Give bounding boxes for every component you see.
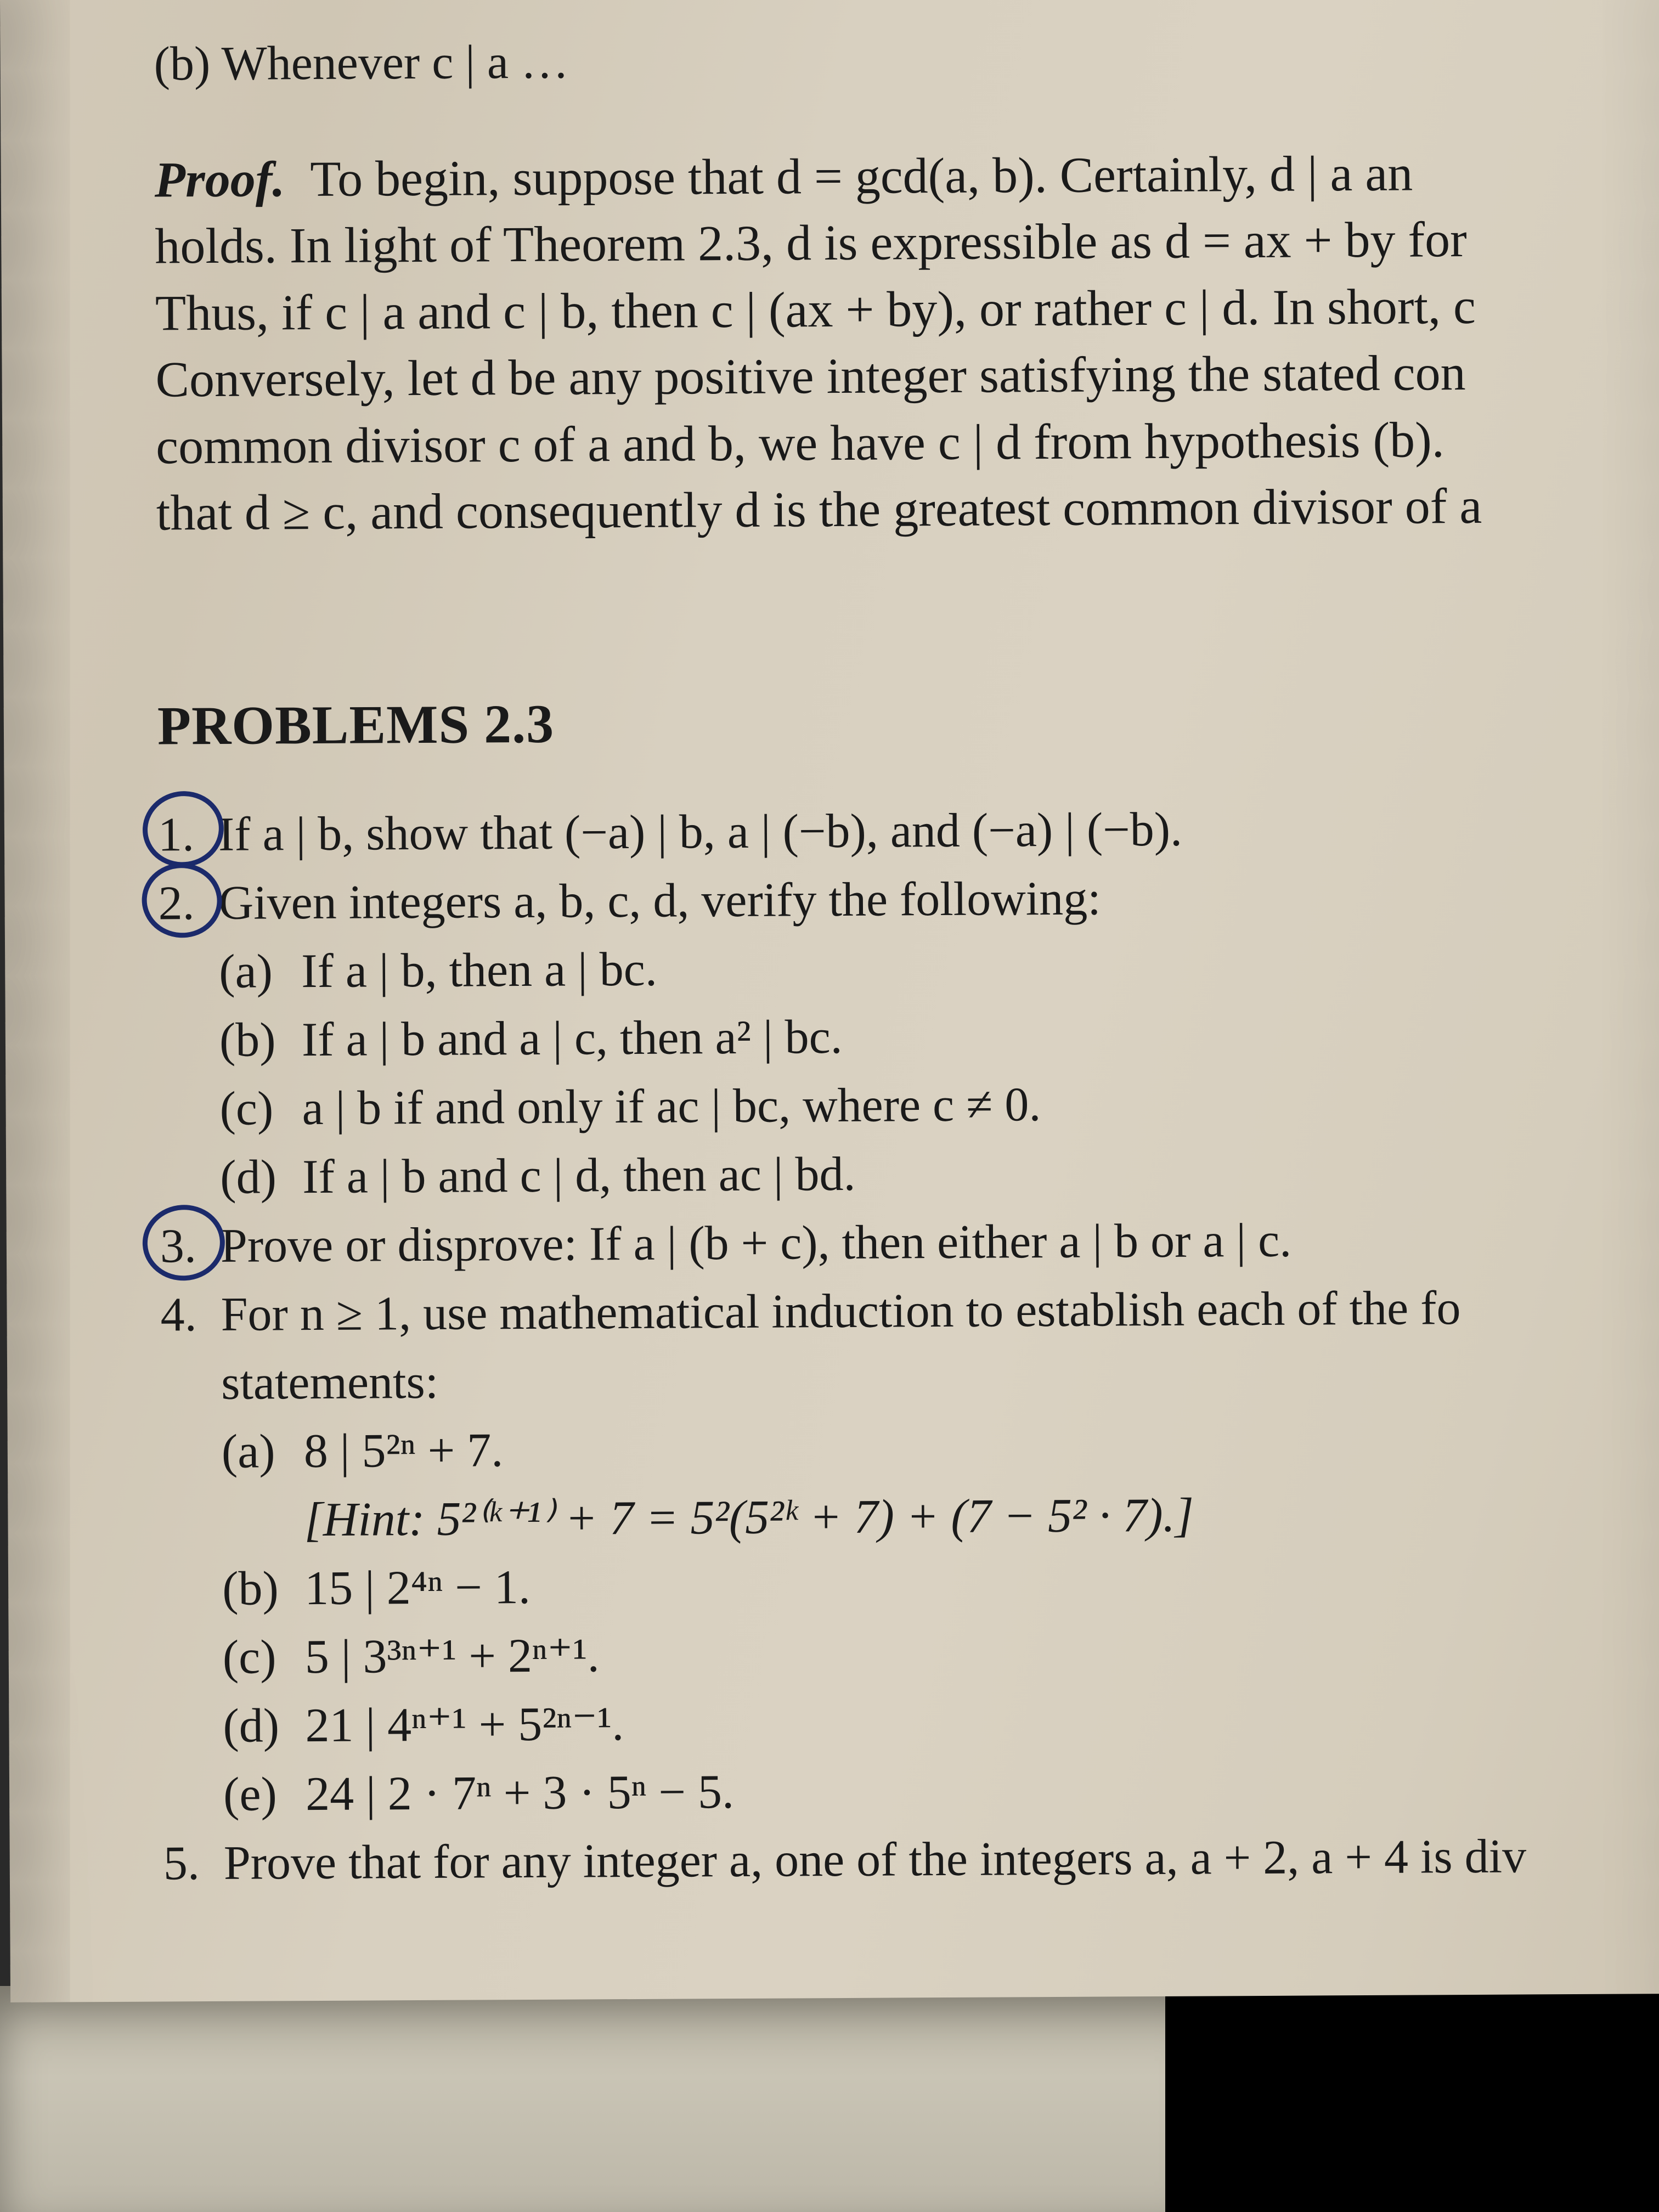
problem-5-number: 5. bbox=[163, 1837, 200, 1890]
table-surface bbox=[0, 1986, 1207, 2212]
problem-4a: (a)8 | 5²ⁿ + 7. bbox=[161, 1410, 1659, 1487]
proof-paragraph: Proof. To begin, suppose that d = gcd(a,… bbox=[154, 139, 1659, 546]
problems-list: 1. If a | b, show that (−a) | b, a | (−b… bbox=[158, 794, 1659, 1899]
problem-4a-hint-text: [Hint: 5²⁽ᵏ⁺¹⁾ + 7 = 5²(5²ᵏ + 7) + (7 − … bbox=[304, 1479, 1659, 1555]
problem-5: 5. Prove that for any integer a, one of … bbox=[163, 1822, 1659, 1898]
problem-4a-label: (a) bbox=[222, 1418, 304, 1487]
problem-2c: (c)a | b if and only if ac | bc, where c… bbox=[159, 1068, 1659, 1144]
problem-4d-text: 21 | 4ⁿ⁺¹ + 5²ⁿ⁻¹. bbox=[305, 1697, 624, 1752]
problem-3-number: 3. bbox=[160, 1220, 197, 1273]
problem-2a-text: If a | b, then a | bc. bbox=[301, 943, 657, 998]
problem-4e-text: 24 | 2 · 7ⁿ + 3 · 5ⁿ − 5. bbox=[306, 1765, 734, 1821]
problem-2-number: 2. bbox=[158, 877, 195, 930]
problem-4b: (b)15 | 2⁴ⁿ − 1. bbox=[162, 1548, 1659, 1624]
problem-2d-label: (d) bbox=[220, 1143, 303, 1212]
problem-4d: (d)21 | 4ⁿ⁺¹ + 5²ⁿ⁻¹. bbox=[162, 1685, 1659, 1761]
cutoff-line-top: (b) Whenever c | a … bbox=[154, 0, 1659, 97]
problem-3: 3. Prove or disprove: If a | (b + c), th… bbox=[160, 1205, 1659, 1281]
problem-2: 2. Given integers a, b, c, d, verify the… bbox=[158, 862, 1659, 939]
proof-line-2: holds. In light of Theorem 2.3, d is exp… bbox=[155, 205, 1659, 280]
problem-3-text: Prove or disprove: If a | (b + c), then … bbox=[221, 1205, 1659, 1281]
problem-4-cont: statements: bbox=[161, 1342, 1659, 1418]
problem-2b: (b)If a | b and a | c, then a² | bc. bbox=[159, 999, 1659, 1075]
problem-4b-text: 15 | 2⁴ⁿ − 1. bbox=[304, 1561, 531, 1615]
problem-2a: (a)If a | b, then a | bc. bbox=[159, 930, 1659, 1007]
problem-2d: (d)If a | b and c | d, then ac | bd. bbox=[160, 1136, 1659, 1212]
problem-4e: (e)24 | 2 · 7ⁿ + 3 · 5ⁿ − 5. bbox=[163, 1753, 1659, 1830]
proof-label: Proof. bbox=[154, 151, 285, 207]
textbook-page: (b) Whenever c | a … Proof. To begin, su… bbox=[0, 0, 1659, 2002]
problem-4a-text: 8 | 5²ⁿ + 7. bbox=[304, 1424, 504, 1478]
problem-1: 1. If a | b, show that (−a) | b, a | (−b… bbox=[158, 794, 1659, 870]
proof-line-4: Conversely, let d be any positive intege… bbox=[155, 338, 1659, 413]
problem-2-text: Given integers a, b, c, d, verify the fo… bbox=[218, 862, 1659, 939]
problem-4e-label: (e) bbox=[223, 1760, 306, 1830]
section-title: PROBLEMS 2.3 bbox=[157, 681, 1659, 763]
problem-2a-label: (a) bbox=[219, 938, 302, 1007]
problem-4d-label: (d) bbox=[223, 1692, 306, 1761]
problem-2c-label: (c) bbox=[219, 1075, 302, 1144]
problem-4-number: 4. bbox=[160, 1288, 197, 1341]
problem-2b-text: If a | b and a | c, then a² | bc. bbox=[302, 1011, 843, 1066]
problem-4c-text: 5 | 3³ⁿ⁺¹ + 2ⁿ⁺¹. bbox=[305, 1629, 600, 1684]
problem-4c: (c)5 | 3³ⁿ⁺¹ + 2ⁿ⁺¹. bbox=[162, 1616, 1659, 1692]
problem-2d-text: If a | b and c | d, then ac | bd. bbox=[302, 1148, 856, 1204]
problem-1-text: If a | b, show that (−a) | b, a | (−b), … bbox=[218, 794, 1659, 870]
cutoff-text: (b) Whenever c | a … bbox=[154, 36, 569, 91]
proof-line-5: common divisor c of a and b, we have c |… bbox=[156, 405, 1659, 480]
proof-line-3: Thus, if c | a and c | b, then c | (ax +… bbox=[155, 272, 1659, 347]
problem-4-text: For n ≥ 1, use mathematical induction to… bbox=[221, 1273, 1659, 1350]
problem-1-number: 1. bbox=[158, 809, 195, 862]
problem-4c-label: (c) bbox=[223, 1623, 306, 1692]
problem-4b-label: (b) bbox=[222, 1555, 305, 1624]
problem-2c-text: a | b if and only if ac | bc, where c ≠ … bbox=[302, 1078, 1041, 1135]
problem-4: 4. For n ≥ 1, use mathematical induction… bbox=[160, 1273, 1659, 1350]
problem-2b-label: (b) bbox=[219, 1006, 302, 1075]
proof-line-1: To begin, suppose that d = gcd(a, b). Ce… bbox=[310, 145, 1413, 207]
problem-4-text2: statements: bbox=[221, 1342, 1659, 1418]
problem-5-text: Prove that for any integer a, one of the… bbox=[223, 1822, 1659, 1898]
problem-4a-hint: [Hint: 5²⁽ᵏ⁺¹⁾ + 7 = 5²(5²ᵏ + 7) + (7 − … bbox=[161, 1479, 1659, 1555]
proof-line-6: that d ≥ c, and consequently d is the gr… bbox=[156, 472, 1659, 546]
